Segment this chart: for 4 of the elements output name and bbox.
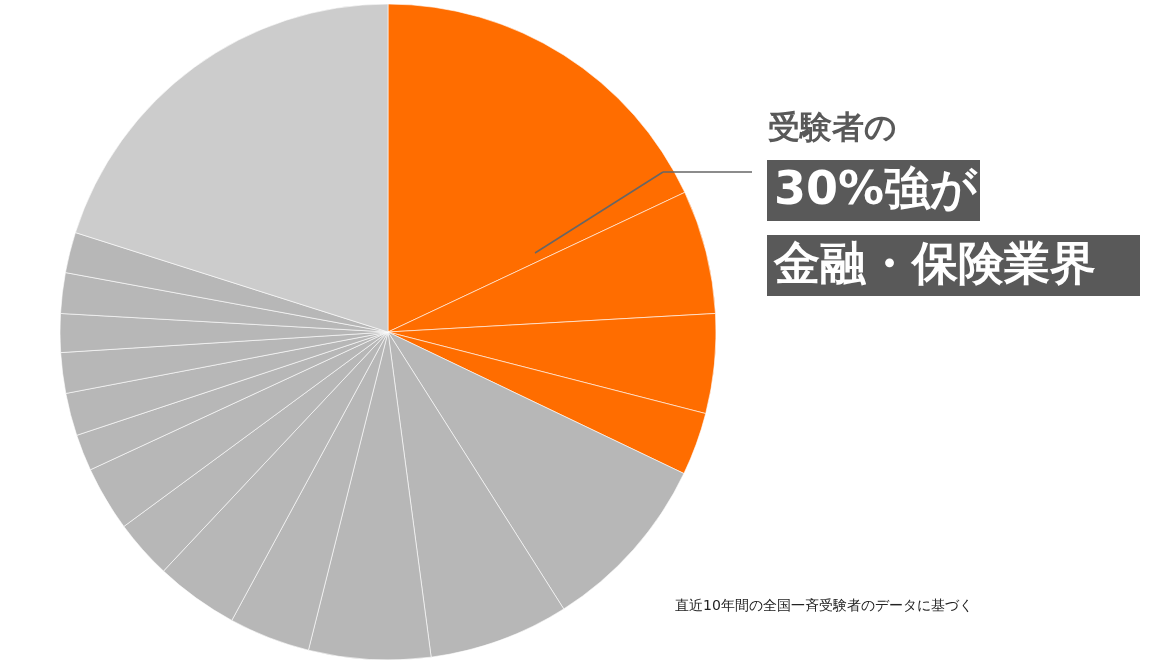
text: 受験者の [768, 108, 897, 146]
text: 金融・保険業界 [773, 236, 1096, 290]
text: 直近10年間の全国一斉受験者のデータに基づく [675, 597, 973, 613]
text: 30%強が [774, 161, 979, 215]
